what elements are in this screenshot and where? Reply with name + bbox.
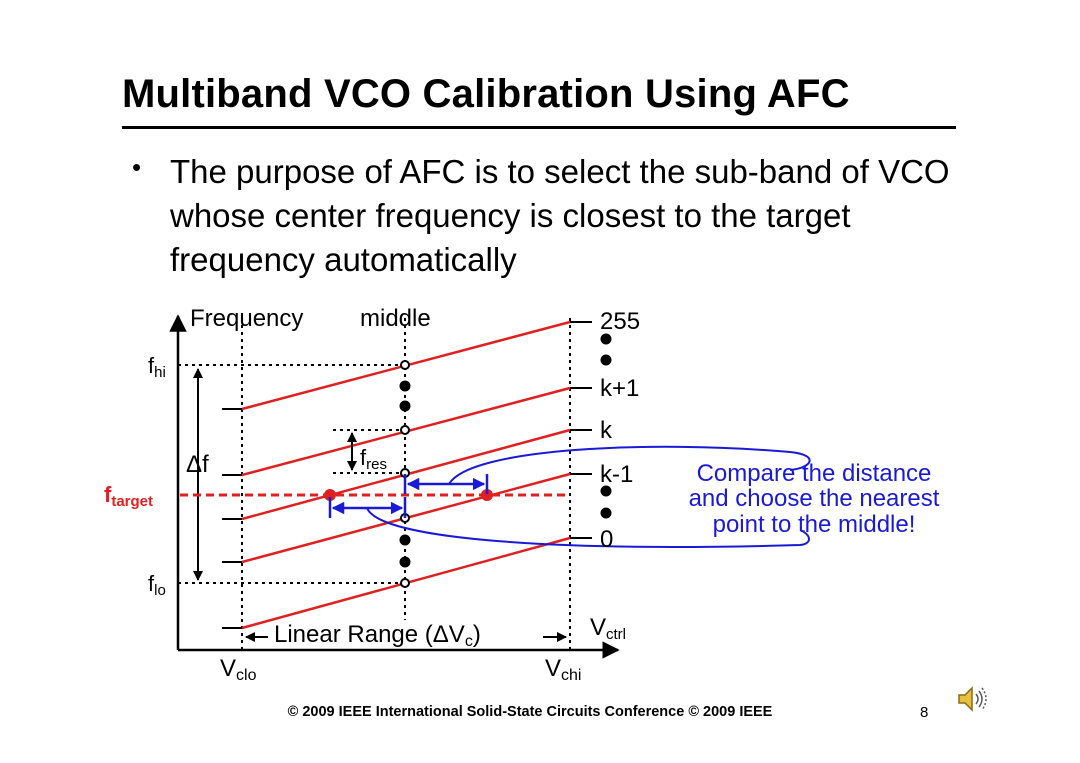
callout-loop-lower [366,507,810,548]
callout-annotation: Compare the distance and choose the near… [689,460,940,538]
speaker-icon[interactable] [956,684,990,714]
callout-loop-upper [448,445,811,485]
flo-label: flo [148,571,166,599]
band-label-255: 255 [600,308,640,335]
bullet-text: The purpose of AFC is to select the sub-… [170,153,950,278]
callout-line-3: point to the middle! [713,511,916,538]
target-point-right [481,489,493,501]
band-label-0: 0 [600,526,613,553]
delta-f-label: Δf [186,451,209,478]
vclo-label: Vclo [220,655,257,684]
title-underline [122,126,956,129]
middle-label: middle [360,305,431,332]
callout-line-2: and choose the nearest [689,485,940,512]
page-number: 8 [920,704,929,721]
footer-copyright: © 2009 IEEE International Solid-State Ci… [287,704,773,720]
target-point-left [324,489,336,501]
linear-range-label: Linear Range (ΔVc) [274,621,481,650]
middle-intersections [400,360,410,588]
vco-band-diagram: Frequency middle fhi flo Δf fres ftarget… [104,305,940,684]
fres-label: fres [360,445,387,473]
band-ticks [222,321,592,629]
middle-ellipsis-dots [399,380,411,568]
y-axis-label: Frequency [190,305,303,332]
band-label-ellipsis-dots [600,333,612,519]
distance-arrow-upper [403,474,489,494]
ftarget-label: ftarget [104,482,153,510]
band-label-k-minus-1: k-1 [600,461,633,488]
bullet-dot: • [132,152,142,182]
slide-title: Multiband VCO Calibration Using AFC [122,72,850,116]
band-label-k: k [600,417,613,444]
fhi-label: fhi [148,353,166,381]
vchi-label: Vchi [545,655,581,684]
vctrl-label: Vctrl [590,614,626,643]
band-label-k-plus-1: k+1 [600,375,639,402]
distance-arrow-lower [328,497,407,518]
callout-line-1: Compare the distance [697,460,932,487]
